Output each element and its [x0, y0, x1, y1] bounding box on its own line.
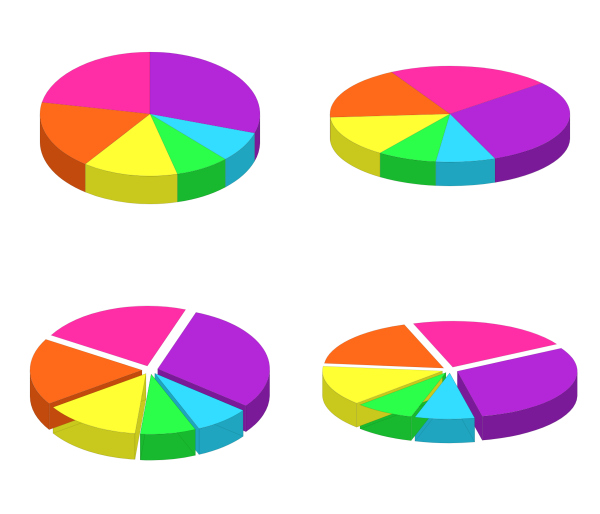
cell-1	[300, 0, 600, 257]
pie-side	[436, 158, 495, 185]
pie-bottom-right	[300, 276, 600, 496]
pie-bottom-left	[5, 266, 295, 506]
cell-2	[0, 257, 300, 514]
cell-0	[0, 0, 300, 257]
pie-top-left	[10, 14, 290, 244]
pie-top-right	[300, 24, 600, 234]
pie-grid	[0, 0, 600, 514]
cell-3	[300, 257, 600, 514]
